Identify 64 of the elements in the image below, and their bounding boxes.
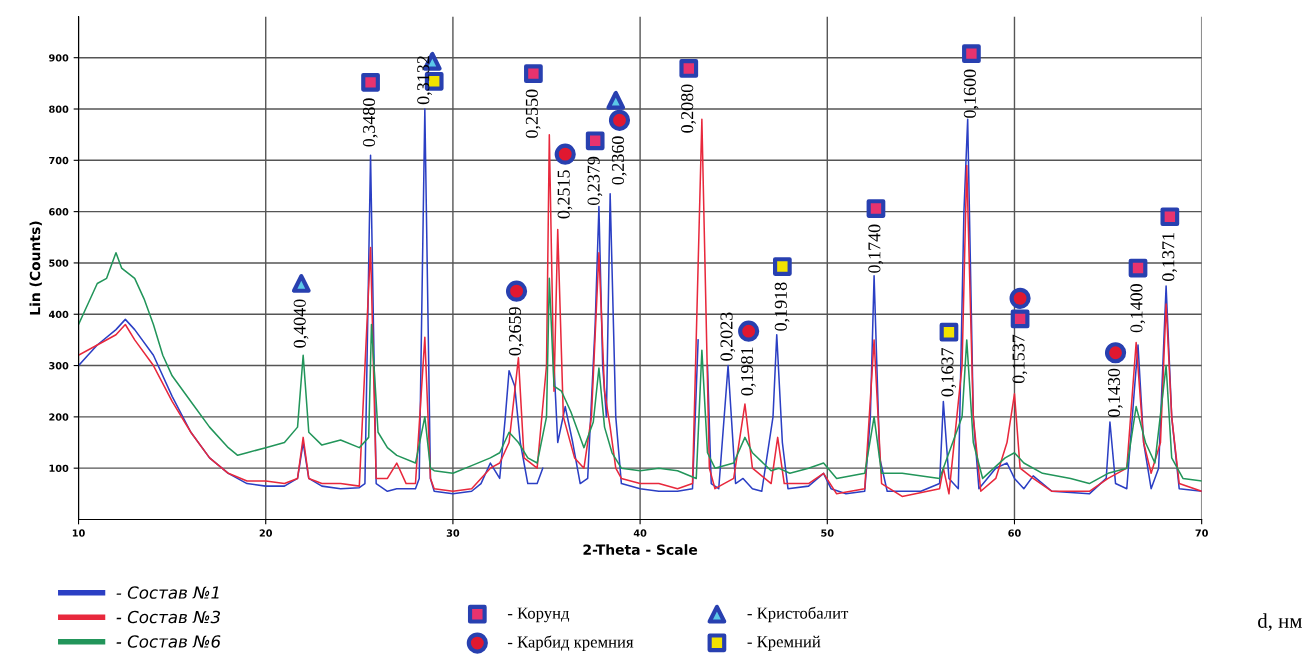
- annotation: 0,2659: [508, 307, 524, 356]
- annotation: 0,1371: [1162, 233, 1177, 281]
- point: [1104, 342, 1127, 364]
- point: [585, 131, 605, 151]
- y-tick-label: 900: [49, 54, 69, 62]
- legend-label: - Кремний: [747, 635, 821, 651]
- annotation: 0,1600: [963, 69, 979, 118]
- x-tick-label: 40: [633, 529, 647, 537]
- x-tick-label: 30: [446, 529, 460, 537]
- point: [679, 59, 699, 78]
- point: [505, 280, 528, 302]
- point: [939, 322, 959, 342]
- annotation: 0,2360: [611, 136, 627, 185]
- y-tick-label: 400: [48, 310, 69, 319]
- annotation: 0,1981: [741, 347, 756, 396]
- x-tick-label: 20: [259, 529, 273, 537]
- y-tick-label: 200: [49, 413, 69, 421]
- point: [606, 90, 626, 110]
- legend-label: - Состав №3: [116, 610, 221, 624]
- x-tick-label: 10: [72, 529, 85, 537]
- point: [291, 274, 311, 293]
- y-axis-title: Lin (Counts): [29, 221, 42, 315]
- x-tick-label: 60: [1008, 529, 1021, 537]
- y-tick-label: 100: [49, 464, 69, 472]
- annotation: 0,2023: [720, 312, 736, 361]
- point: [1128, 258, 1148, 278]
- legend-label: - Состав №1: [116, 586, 219, 599]
- y-tick-label: 700: [49, 156, 69, 165]
- annotation: 0,1400: [1130, 284, 1146, 333]
- annotation: 0,1430: [1107, 368, 1123, 417]
- point: [1009, 287, 1031, 309]
- annotation: 0,1740: [868, 224, 884, 273]
- point: [962, 44, 981, 63]
- y-tick-label: 300: [49, 362, 69, 370]
- annotation: 0,2080: [681, 84, 696, 133]
- point: [738, 320, 760, 342]
- x-tick-label: 70: [1195, 529, 1208, 537]
- point: [772, 257, 792, 276]
- point: [554, 143, 576, 165]
- legend-label: - Состав №6: [116, 635, 221, 648]
- legend-label: - Карбид кремния: [507, 635, 634, 651]
- annotation: 0,2550: [525, 89, 541, 138]
- point: [866, 199, 886, 218]
- legend-label: - Кристобалит: [747, 606, 849, 623]
- point: [1160, 207, 1180, 227]
- annotation: 0,3480: [362, 98, 378, 147]
- annotation: 0,4040: [293, 299, 309, 348]
- point: [1010, 309, 1030, 329]
- text: d, нм: [1258, 613, 1302, 631]
- annotation: 0,1637: [941, 348, 957, 397]
- x-tick-label: 50: [821, 529, 834, 537]
- y-tick-label: 600: [49, 208, 69, 216]
- point: [608, 109, 631, 131]
- annotation: 0,2379: [587, 156, 603, 206]
- y-tick-label: 500: [49, 259, 69, 267]
- x-axis-title: 2-Theta - Scale: [583, 544, 698, 555]
- annotation: 0,3132: [417, 56, 432, 105]
- annotation: 0,1537: [1012, 334, 1028, 384]
- y-tick-label: 800: [49, 105, 69, 113]
- point: [361, 72, 380, 92]
- annotation: 0,1918: [774, 282, 790, 331]
- point: [524, 64, 543, 83]
- legend-label: - Корунд: [507, 607, 570, 623]
- annotation: 0,2515: [557, 170, 573, 219]
